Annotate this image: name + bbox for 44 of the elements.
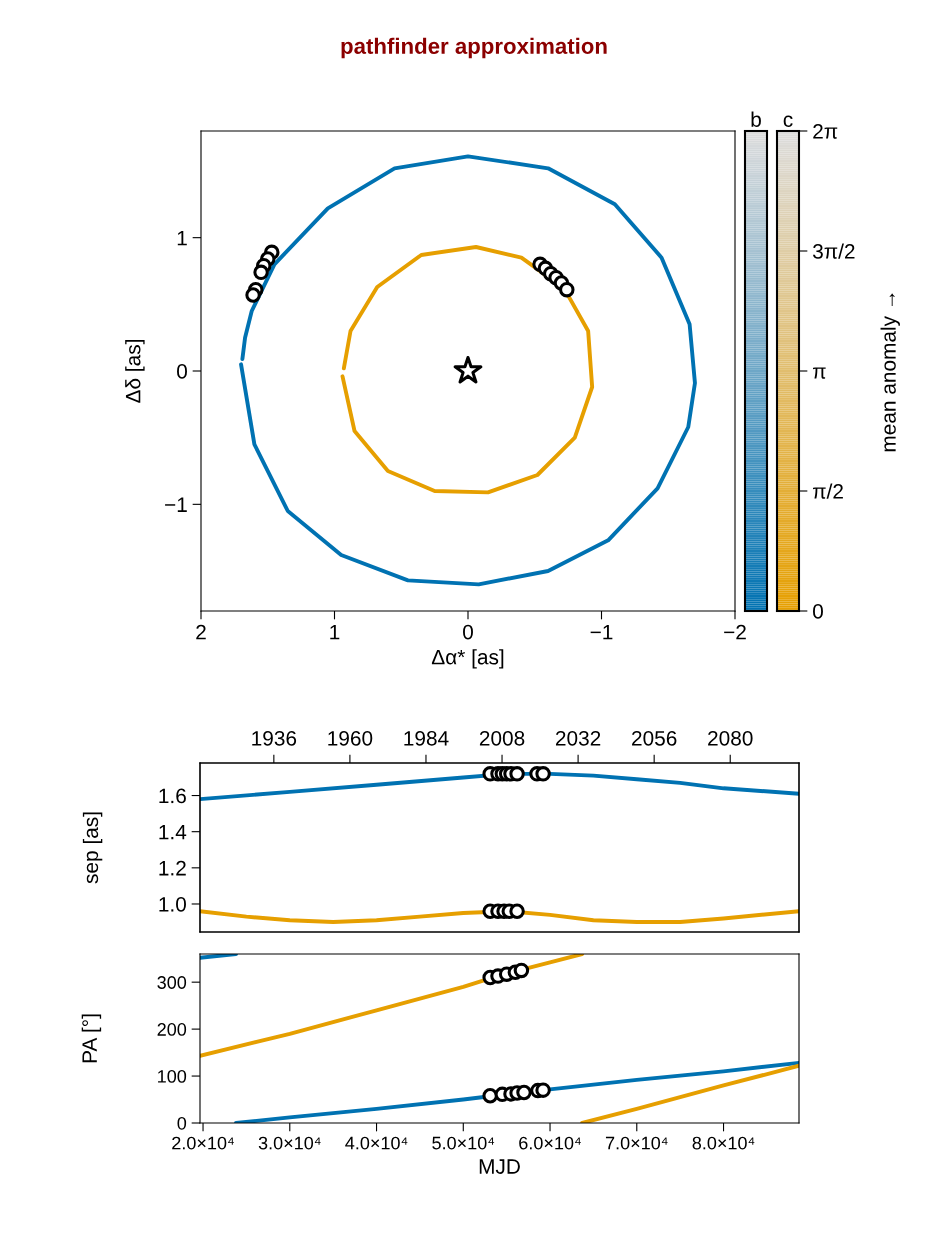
text: b (751, 111, 761, 127)
color-bar-label: π (813, 367, 826, 379)
y-axis-title: PA [°] (81, 1014, 102, 1063)
y-tick-label: 1.2 (159, 860, 186, 876)
x-tick-label: 5.0×10⁴ (432, 1136, 495, 1150)
color-bar-label: 0 (813, 604, 823, 619)
x-tick-label: 4.0×10⁴ (345, 1136, 408, 1150)
x2-tick-label: 1984 (404, 730, 449, 746)
x2-tick-label: 1960 (328, 730, 373, 746)
color-bar-label: 2π (813, 124, 838, 139)
y-tick-label: 0 (177, 1116, 187, 1130)
x2-tick-label: 1936 (252, 730, 297, 746)
y-tick-label: 100 (158, 1069, 187, 1083)
y-tick-label: 1 (177, 230, 187, 246)
x2-tick-label: 2056 (632, 730, 677, 746)
color-bar-label: π/2 (813, 483, 843, 499)
x-tick-label: 7.0×10⁴ (605, 1136, 668, 1150)
x2-tick-label: 2008 (479, 730, 525, 746)
y-tick-label: 0 (177, 364, 187, 379)
color-bar-label: 3π/2 (812, 243, 855, 259)
y-tick-label: 1.0 (159, 896, 186, 912)
chart-title: pathfinder approximation (341, 37, 607, 59)
color-bar-title: mean anomaly → (880, 293, 900, 452)
x-tick-label: 2.0×10⁴ (172, 1136, 234, 1150)
x-tick-label: 2 (196, 624, 206, 640)
x-axis-title: MJD (479, 1159, 520, 1174)
x-axis-title: Δα* [as] (431, 649, 504, 669)
y-tick-label: 1.6 (159, 788, 186, 804)
x-tick-label: 0 (463, 624, 473, 640)
y-tick-label: 300 (157, 976, 187, 989)
y-tick-label: 200 (157, 1023, 187, 1036)
x-tick-label: 6.0×10⁴ (519, 1136, 581, 1150)
y-tick-label: −1 (165, 497, 187, 512)
y-axis-title: Δδ [as] (125, 340, 145, 403)
x2-tick-label: 2080 (708, 730, 753, 746)
x-tick-label: −2 (724, 624, 746, 640)
x-tick-label: −1 (590, 624, 613, 640)
x-tick-label: 1 (330, 624, 340, 640)
x-tick-label: 8.0×10⁴ (692, 1136, 755, 1150)
x-tick-label: 3.0×10⁴ (258, 1136, 321, 1150)
x2-tick-label: 2032 (555, 730, 601, 746)
y-tick-label: 1.4 (159, 824, 187, 840)
y-axis-title: sep [as] (82, 812, 103, 884)
text: c (783, 115, 793, 127)
